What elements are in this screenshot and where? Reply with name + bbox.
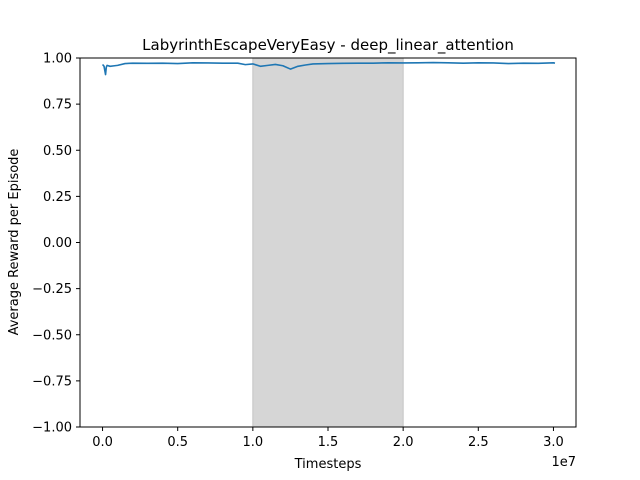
x-tick-label: 0.0 xyxy=(92,435,113,450)
y-tick-label: −0.75 xyxy=(32,374,72,389)
shaded-region xyxy=(252,57,404,428)
y-tick-label: −0.50 xyxy=(32,328,72,343)
y-tick-label: −1.00 xyxy=(32,421,72,436)
chart-title: LabyrinthEscapeVeryEasy - deep_linear_at… xyxy=(142,36,514,55)
y-tick-label: 0.25 xyxy=(43,190,72,205)
y-tick-label: −0.25 xyxy=(32,282,72,297)
x-tick-label: 0.5 xyxy=(167,435,188,450)
x-tick-label: 1.0 xyxy=(243,435,264,450)
y-tick-label: 0.00 xyxy=(43,236,72,251)
plot-area xyxy=(79,57,577,428)
x-tick-label: 1.5 xyxy=(318,435,339,450)
y-axis: −1.00 −0.75 −0.50 −0.25 0.00 0.25 0.50 0.75 1.00 xyxy=(32,52,80,436)
x-axis-offset-label: 1e7 xyxy=(551,455,576,470)
y-tick-label: 0.50 xyxy=(43,144,72,159)
x-axis-title: Timesteps xyxy=(294,457,362,472)
y-axis-title: Average Reward per Episode xyxy=(7,149,22,336)
x-axis: 0.0 0.5 1.0 1.5 2.0 2.5 3.0 xyxy=(92,427,564,450)
y-tick-label: 1.00 xyxy=(43,52,72,67)
x-tick-label: 3.0 xyxy=(543,435,564,450)
x-tick-label: 2.0 xyxy=(393,435,414,450)
y-tick-label: 0.75 xyxy=(43,98,72,113)
series-line-0 xyxy=(101,61,556,76)
x-tick-label: 2.5 xyxy=(468,435,489,450)
